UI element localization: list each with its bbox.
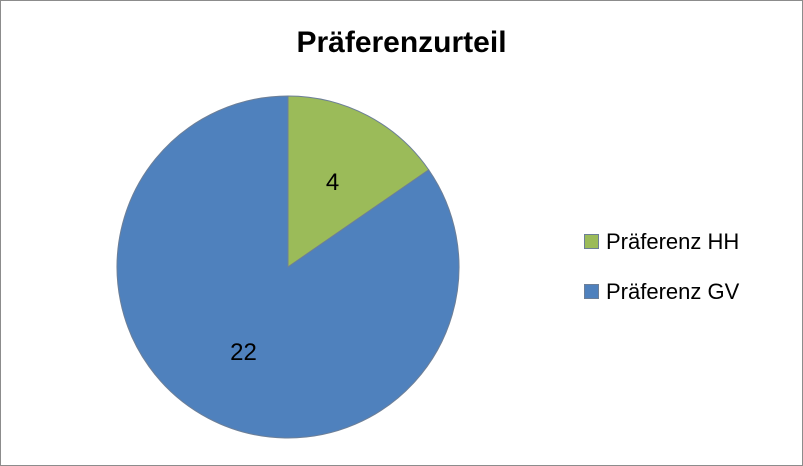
legend-item-praeferenz-hh: Präferenz HH: [584, 228, 739, 255]
chart-title: Präferenzurteil: [296, 26, 507, 59]
legend-item-praeferenz-gv: Präferenz GV: [584, 278, 739, 305]
legend: Präferenz HH Präferenz GV: [584, 228, 739, 328]
legend-swatch-praeferenz-gv: [584, 284, 599, 299]
data-label-praeferenz-gv: 22: [230, 339, 257, 366]
pie-slice-praeferenz-hh: [287, 95, 430, 268]
legend-label-praeferenz-hh: Präferenz HH: [606, 228, 740, 254]
pie-slice-praeferenz-gv: [116, 95, 460, 439]
data-label-praeferenz-hh: 4: [326, 169, 339, 196]
legend-swatch-praeferenz-hh: [584, 234, 599, 249]
legend-label-praeferenz-gv: Präferenz GV: [606, 278, 740, 304]
